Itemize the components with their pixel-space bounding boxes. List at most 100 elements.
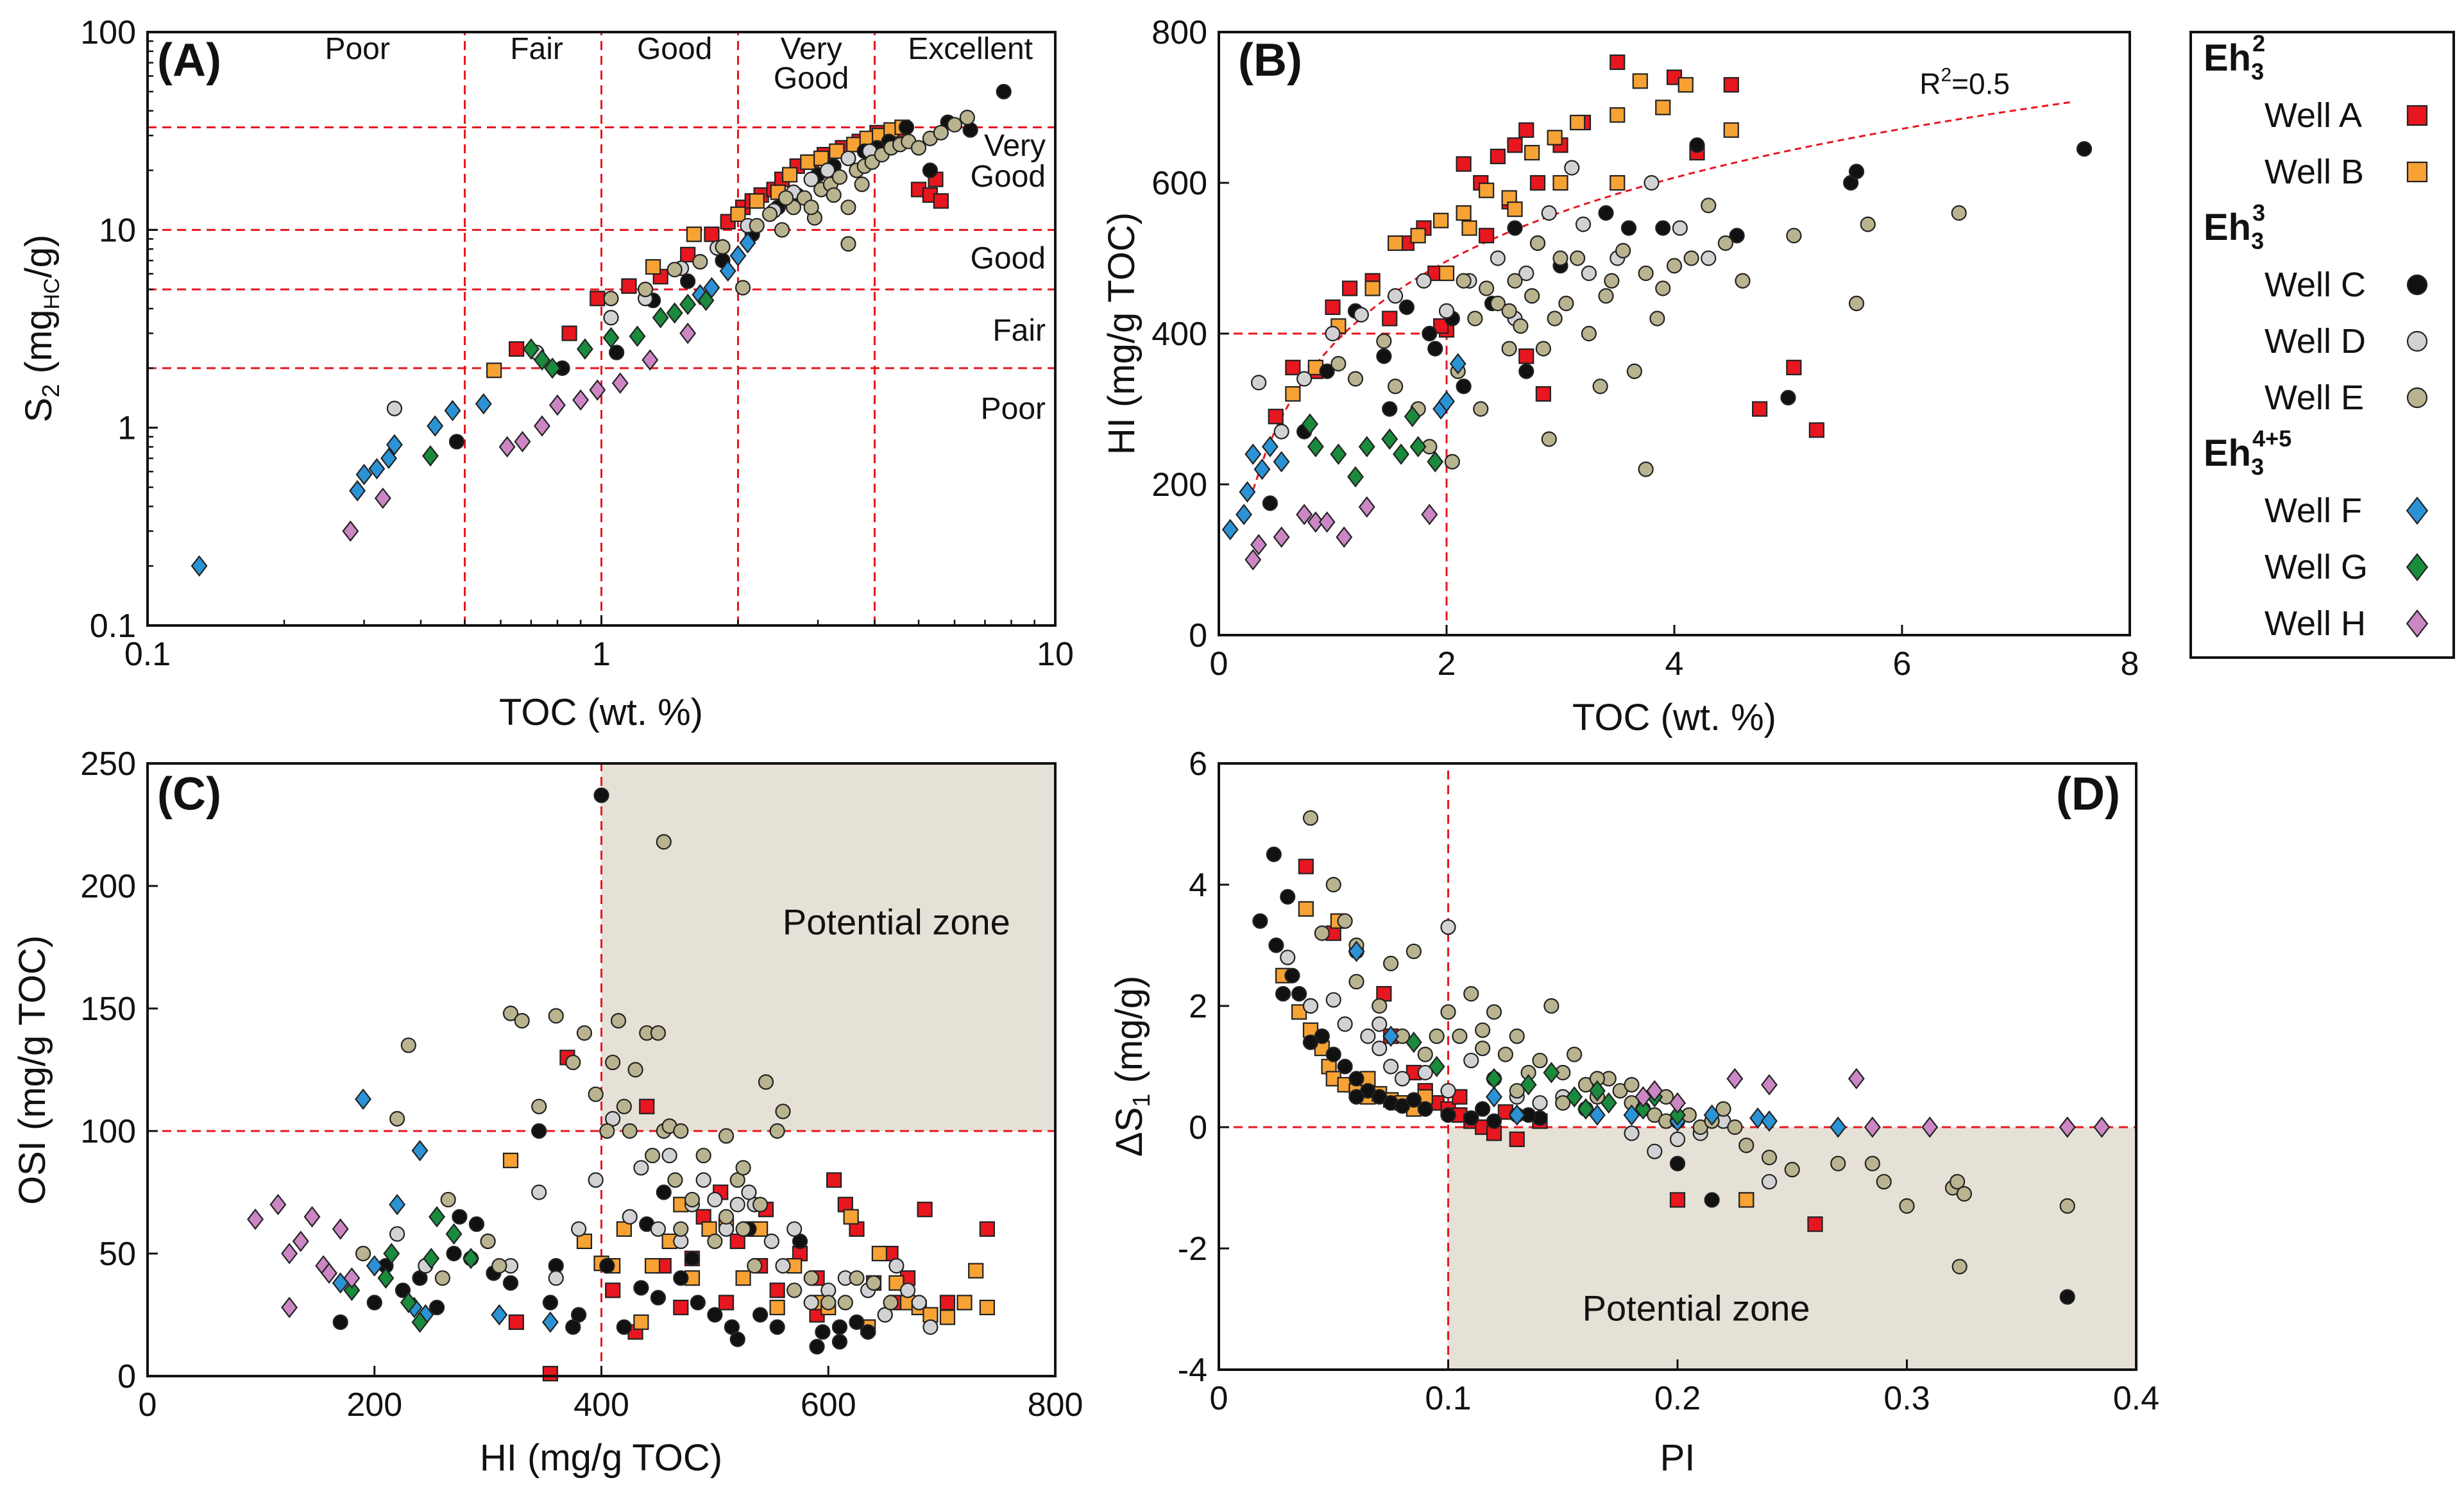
data-point-well-c	[729, 1331, 745, 1347]
data-point-well-d	[1440, 1083, 1456, 1099]
data-point-well-h	[1864, 1116, 1881, 1138]
data-point-well-a	[769, 1282, 785, 1298]
panel-c-y-axis-label: OSI (mg/g TOC)	[12, 935, 53, 1205]
r2-sup: 2	[1941, 64, 1951, 85]
data-point-well-b	[1610, 174, 1626, 191]
data-point-well-b	[956, 1295, 973, 1311]
data-point-well-c	[1262, 495, 1278, 511]
data-point-well-e	[1463, 985, 1479, 1002]
data-point-well-e	[910, 140, 927, 156]
data-point-well-a	[1610, 54, 1626, 71]
data-point-well-b	[502, 1152, 519, 1168]
data-point-well-g	[463, 1248, 480, 1270]
data-point-well-b	[1547, 130, 1563, 146]
data-point-well-g	[1330, 443, 1347, 465]
data-point-well-h	[514, 430, 531, 453]
x-tick-label: 0	[139, 1386, 157, 1424]
data-point-well-h	[281, 1243, 298, 1264]
data-point-well-g	[1543, 1062, 1560, 1084]
data-point-well-e	[656, 834, 672, 850]
data-point-well-b	[1738, 1192, 1755, 1208]
data-point-well-d	[603, 310, 619, 326]
data-point-well-d	[763, 1233, 779, 1250]
data-point-well-a	[979, 1221, 995, 1237]
data-point-well-e	[1899, 1198, 1915, 1214]
legend-marker-well-h	[2406, 609, 2429, 638]
data-point-well-d	[922, 1319, 939, 1335]
data-point-well-c	[616, 1319, 632, 1335]
data-point-well-d	[695, 1172, 711, 1188]
data-point-well-b	[1678, 77, 1694, 93]
data-point-well-d	[899, 1282, 916, 1298]
data-point-well-e	[576, 1025, 593, 1041]
panel-a-y-ticks: 0.1 1 10 100	[80, 14, 158, 645]
data-point-well-c	[1382, 401, 1398, 417]
data-point-well-b	[1410, 228, 1426, 244]
data-point-well-g	[666, 302, 683, 324]
data-point-well-e	[1497, 1046, 1513, 1062]
data-point-well-c	[1780, 389, 1796, 405]
data-point-well-a	[639, 1098, 655, 1114]
data-point-well-b	[730, 206, 746, 223]
data-point-well-c	[571, 1307, 587, 1323]
data-point-well-c	[599, 1257, 615, 1274]
data-point-well-b	[939, 1309, 956, 1325]
x-tick-label: 0.4	[2113, 1380, 2159, 1417]
data-point-well-h	[292, 1230, 309, 1252]
data-point-well-b	[968, 1263, 984, 1279]
data-point-well-e	[803, 200, 819, 216]
data-point-well-c	[673, 1270, 689, 1286]
data-point-well-g	[421, 445, 439, 467]
data-point-well-e	[1513, 318, 1529, 334]
data-point-well-e	[1440, 1004, 1456, 1020]
data-point-well-e	[1547, 311, 1563, 327]
data-point-well-c	[690, 1295, 706, 1311]
data-point-well-e	[1860, 216, 1876, 232]
data-point-well-h	[534, 415, 550, 437]
data-point-well-e	[1456, 273, 1472, 289]
x-tick-label: 2	[1438, 645, 1456, 683]
data-point-well-f	[1486, 1086, 1502, 1108]
data-point-well-c	[1291, 985, 1307, 1002]
data-point-well-c	[849, 1314, 865, 1331]
data-point-well-e	[854, 176, 870, 192]
data-point-well-a	[605, 1282, 621, 1298]
data-point-well-c	[502, 1275, 519, 1291]
data-point-well-f	[1749, 1107, 1767, 1129]
data-point-well-f	[1508, 1104, 1525, 1126]
data-point-well-b	[800, 154, 816, 170]
data-point-well-a	[1535, 386, 1551, 402]
legend-marker-well-b	[2406, 161, 2428, 183]
y-tick-label: -2	[1178, 1230, 1207, 1268]
data-point-well-g	[1588, 1080, 1606, 1102]
data-point-well-f	[1239, 481, 1256, 503]
data-point-well-f	[355, 1088, 372, 1110]
data-point-well-g	[652, 307, 669, 328]
data-point-well-h	[641, 349, 659, 371]
y-tick-label: 6	[1189, 745, 1207, 783]
data-point-well-d	[1416, 273, 1432, 289]
data-point-well-c	[1325, 1046, 1341, 1062]
data-point-well-h	[2093, 1116, 2111, 1138]
data-point-well-a	[673, 1299, 689, 1316]
data-point-well-h	[548, 394, 566, 416]
legend-item-label: Well F	[2264, 491, 2362, 530]
panel-c-potential-zone	[601, 763, 1055, 1131]
panel-c: (C) Potential zone 0 200 400 600 800 0 50 100 1…	[12, 745, 1083, 1479]
panel-c-ref-lines	[148, 763, 1055, 1376]
panel-d-y-axis-label: ΔS1 (mg/g)	[1109, 976, 1155, 1157]
data-point-well-e	[684, 1191, 701, 1208]
data-point-well-e	[1330, 355, 1347, 372]
data-point-well-a	[590, 291, 606, 307]
data-point-well-e	[820, 1295, 837, 1311]
data-point-well-d	[786, 1221, 803, 1237]
data-point-well-c	[1456, 379, 1472, 395]
data-point-well-b	[1524, 144, 1540, 161]
data-point-well-a	[933, 193, 949, 209]
data-point-well-e	[849, 1270, 865, 1286]
y-tick-label: 2	[1189, 988, 1207, 1025]
r2-r: R	[1919, 67, 1941, 100]
data-point-well-e	[1624, 1076, 1640, 1093]
data-point-well-e	[1444, 454, 1460, 470]
data-point-well-e	[1372, 998, 1388, 1014]
